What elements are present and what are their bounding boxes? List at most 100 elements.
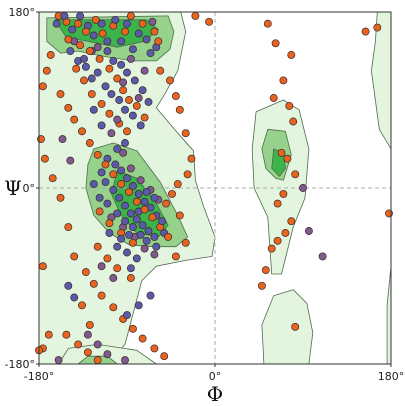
data-point-purple [140,66,149,75]
data-points [35,11,393,365]
data-point-orange [273,199,282,208]
data-point-blue [138,86,147,95]
data-point-blue [95,193,104,202]
data-point-blue [134,189,143,198]
data-point-blue [132,254,141,263]
data-point-orange [140,113,149,122]
data-point-blue [115,96,124,104]
data-point-blue [132,215,141,224]
data-point-blue [117,60,126,69]
data-point-orange [80,76,88,85]
data-point-orange [44,330,53,339]
data-point-orange [291,322,300,331]
data-point-purple [140,244,149,253]
data-point-orange [85,320,94,329]
data-point-blue [138,221,147,230]
data-point-blue [111,160,120,169]
data-point-orange [277,148,286,157]
data-point-blue [140,197,149,206]
data-point-orange [93,356,102,365]
data-point-blue [134,29,143,38]
data-point-blue [123,248,131,257]
data-point-blue [150,193,159,202]
data-point-orange [117,180,126,189]
data-point-blue [101,82,110,91]
data-point-blue [117,166,126,175]
data-point-blue [107,90,116,99]
x-axis-label: Φ [207,382,223,406]
data-point-purple [58,135,67,144]
data-point-purple [66,156,75,165]
data-point-blue [142,35,151,44]
data-point-blue [117,37,126,46]
data-point-orange [385,209,393,218]
data-point-blue [152,242,161,251]
data-point-blue [103,37,112,46]
data-point-blue [101,178,110,187]
data-point-orange [128,238,137,247]
data-point-blue [97,19,106,28]
data-point-orange [160,352,169,361]
data-point-purple [119,78,128,87]
data-point-orange [183,170,192,179]
data-point-orange [93,242,102,251]
data-point-blue [117,234,126,243]
data-point-orange [126,11,135,20]
data-point-orange [263,19,272,28]
x-tick-label: -180° [24,370,54,383]
data-point-blue [89,180,98,189]
data-point-orange [171,92,180,101]
data-point-orange [87,90,96,99]
data-point-blue [128,223,137,232]
data-point-purple [318,252,327,261]
data-point-orange [93,150,102,159]
data-point-orange [95,207,104,216]
data-point-orange [109,303,118,312]
data-point-blue [52,19,61,28]
data-point-orange [81,268,90,277]
data-point-blue [123,311,131,320]
data-point-blue [87,74,96,83]
data-point-blue [123,174,131,183]
data-point-blue [89,105,98,114]
data-point-orange [78,301,86,310]
data-point-orange [101,160,110,169]
data-point-orange [373,23,382,32]
x-tick-label: 0° [209,370,222,383]
data-point-blue [130,76,139,85]
data-point-orange [150,27,159,36]
data-point-orange [38,262,47,271]
data-point-blue [144,98,153,106]
data-point-orange [62,330,71,339]
data-point-blue [123,68,131,77]
data-point-blue [113,242,122,251]
data-point-blue [134,301,143,310]
data-point-purple [299,184,307,192]
data-point-purple [150,250,159,259]
data-point-orange [138,19,147,28]
data-point-orange [64,103,73,112]
data-point-orange [287,51,296,59]
data-point-orange [121,27,129,36]
data-point-blue [126,264,135,273]
data-point-orange [85,139,94,147]
data-point-orange [257,281,266,290]
data-point-orange [283,154,292,163]
data-point-purple [121,356,129,365]
data-point-blue [81,62,90,71]
data-point-blue [136,121,145,130]
data-point-blue [105,229,114,237]
data-point-blue [125,230,133,239]
data-point-orange [175,105,184,114]
data-point-orange [89,279,98,288]
data-point-blue [136,230,145,239]
data-point-blue [97,121,106,130]
data-point-orange [138,334,147,343]
data-point-orange [269,94,278,102]
data-point-blue [89,31,98,40]
data-point-orange [271,39,280,48]
data-point-blue [146,291,155,300]
data-point-blue [142,236,151,245]
data-point-orange [74,340,83,349]
data-point-orange [64,223,73,232]
